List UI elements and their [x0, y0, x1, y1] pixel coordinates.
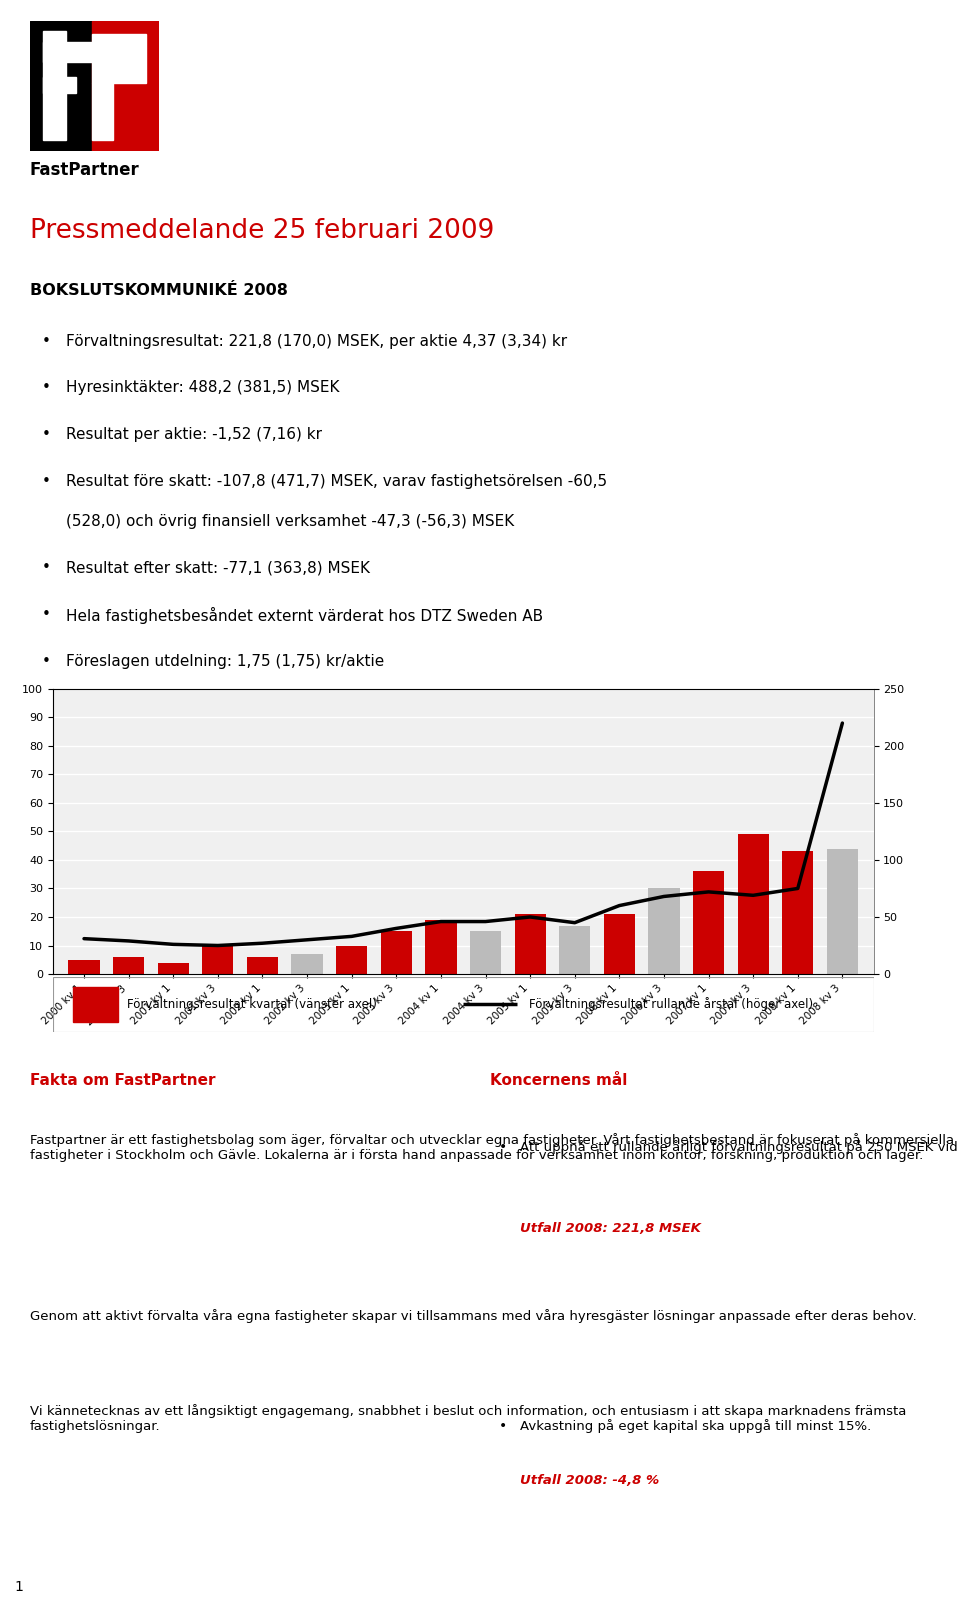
Text: Resultat före skatt: -107,8 (471,7) MSEK, varav fastighetsörelsen -60,5: Resultat före skatt: -107,8 (471,7) MSEK…: [66, 474, 607, 489]
Bar: [515, 915, 545, 974]
Text: 1: 1: [14, 1580, 23, 1594]
Text: Utfall 2008: 221,8 MSEK: Utfall 2008: 221,8 MSEK: [520, 1222, 701, 1235]
Bar: [292, 955, 323, 974]
Text: •: •: [41, 474, 50, 489]
Text: Föreslagen utdelning: 1,75 (1,75) kr/aktie: Föreslagen utdelning: 1,75 (1,75) kr/akt…: [66, 654, 384, 670]
Bar: [782, 851, 813, 974]
Text: FastPartner: FastPartner: [30, 160, 139, 179]
Bar: [247, 956, 278, 974]
Text: Fakta om FastPartner: Fakta om FastPartner: [30, 1073, 215, 1088]
Text: Hela fastighetsbesåndet externt värderat hos DTZ Sweden AB: Hela fastighetsbesåndet externt värderat…: [66, 607, 543, 625]
Text: Resultat per aktie: -1,52 (7,16) kr: Resultat per aktie: -1,52 (7,16) kr: [66, 428, 322, 442]
Text: Vi kännetecknas av ett långsiktigt engagemang, snabbhet i beslut och information: Vi kännetecknas av ett långsiktigt engag…: [30, 1403, 906, 1432]
Bar: [693, 871, 724, 974]
Bar: [425, 920, 457, 974]
Text: •: •: [498, 1419, 507, 1432]
Text: Förvaltningsresultat kvartal (vänster axel): Förvaltningsresultat kvartal (vänster ax…: [127, 998, 376, 1011]
Bar: [42, 30, 66, 141]
Text: Att uppnå ett rullande årligt förvaltningsresultat på 250 MSEK vid slutet av 200: Att uppnå ett rullande årligt förvaltnin…: [520, 1141, 960, 1155]
Bar: [336, 945, 368, 974]
Text: Fastpartner är ett fastighetsbolag som äger, förvaltar och utvecklar egna fastig: Fastpartner är ett fastighetsbolag som ä…: [30, 1133, 954, 1161]
Text: Utfall 2008: -4,8 %: Utfall 2008: -4,8 %: [520, 1474, 660, 1487]
Bar: [157, 963, 189, 974]
Text: Pressmeddelande 25 februari 2009: Pressmeddelande 25 februari 2009: [30, 218, 494, 244]
Bar: [737, 835, 769, 974]
Text: •: •: [41, 607, 50, 622]
Text: •: •: [41, 380, 50, 396]
Text: •: •: [41, 333, 50, 349]
Text: BOKSLUTSKOMMUNIKÉ 2008: BOKSLUTSKOMMUNIKÉ 2008: [30, 284, 288, 298]
Bar: [203, 945, 233, 974]
Bar: [42, 77, 77, 93]
Text: Genom att aktivt förvalta våra egna fastigheter skapar vi tillsammans med våra h: Genom att aktivt förvalta våra egna fast…: [30, 1309, 917, 1323]
Text: •: •: [41, 561, 50, 575]
Bar: [648, 889, 680, 974]
Text: Hyresinktäkter: 488,2 (381,5) MSEK: Hyresinktäkter: 488,2 (381,5) MSEK: [66, 380, 339, 396]
Bar: [42, 42, 92, 62]
Text: (528,0) och övrig finansiell verksamhet -47,3 (-56,3) MSEK: (528,0) och övrig finansiell verksamhet …: [66, 514, 515, 529]
Bar: [92, 21, 159, 151]
Text: •: •: [41, 428, 50, 442]
Text: Förvaltningsresultat: 221,8 (170,0) MSEK, per aktie 4,37 (3,34) kr: Förvaltningsresultat: 221,8 (170,0) MSEK…: [66, 333, 567, 349]
Text: •: •: [41, 654, 50, 670]
Text: •: •: [498, 1141, 507, 1155]
Text: Resultat efter skatt: -77,1 (363,8) MSEK: Resultat efter skatt: -77,1 (363,8) MSEK: [66, 561, 370, 575]
Text: Förvaltningsresultat rullande årstal (höger axel): Förvaltningsresultat rullande årstal (hö…: [529, 998, 813, 1011]
Bar: [381, 931, 412, 974]
Bar: [113, 956, 144, 974]
Bar: [92, 83, 112, 141]
Bar: [827, 849, 858, 974]
Bar: [469, 931, 501, 974]
Bar: [92, 34, 147, 83]
Bar: [559, 926, 590, 974]
Bar: [73, 987, 118, 1022]
Text: Koncernens mål: Koncernens mål: [490, 1073, 627, 1088]
Bar: [68, 960, 100, 974]
Bar: [604, 915, 635, 974]
Text: Avkastning på eget kapital ska uppgå till minst 15%.: Avkastning på eget kapital ska uppgå til…: [520, 1419, 876, 1432]
